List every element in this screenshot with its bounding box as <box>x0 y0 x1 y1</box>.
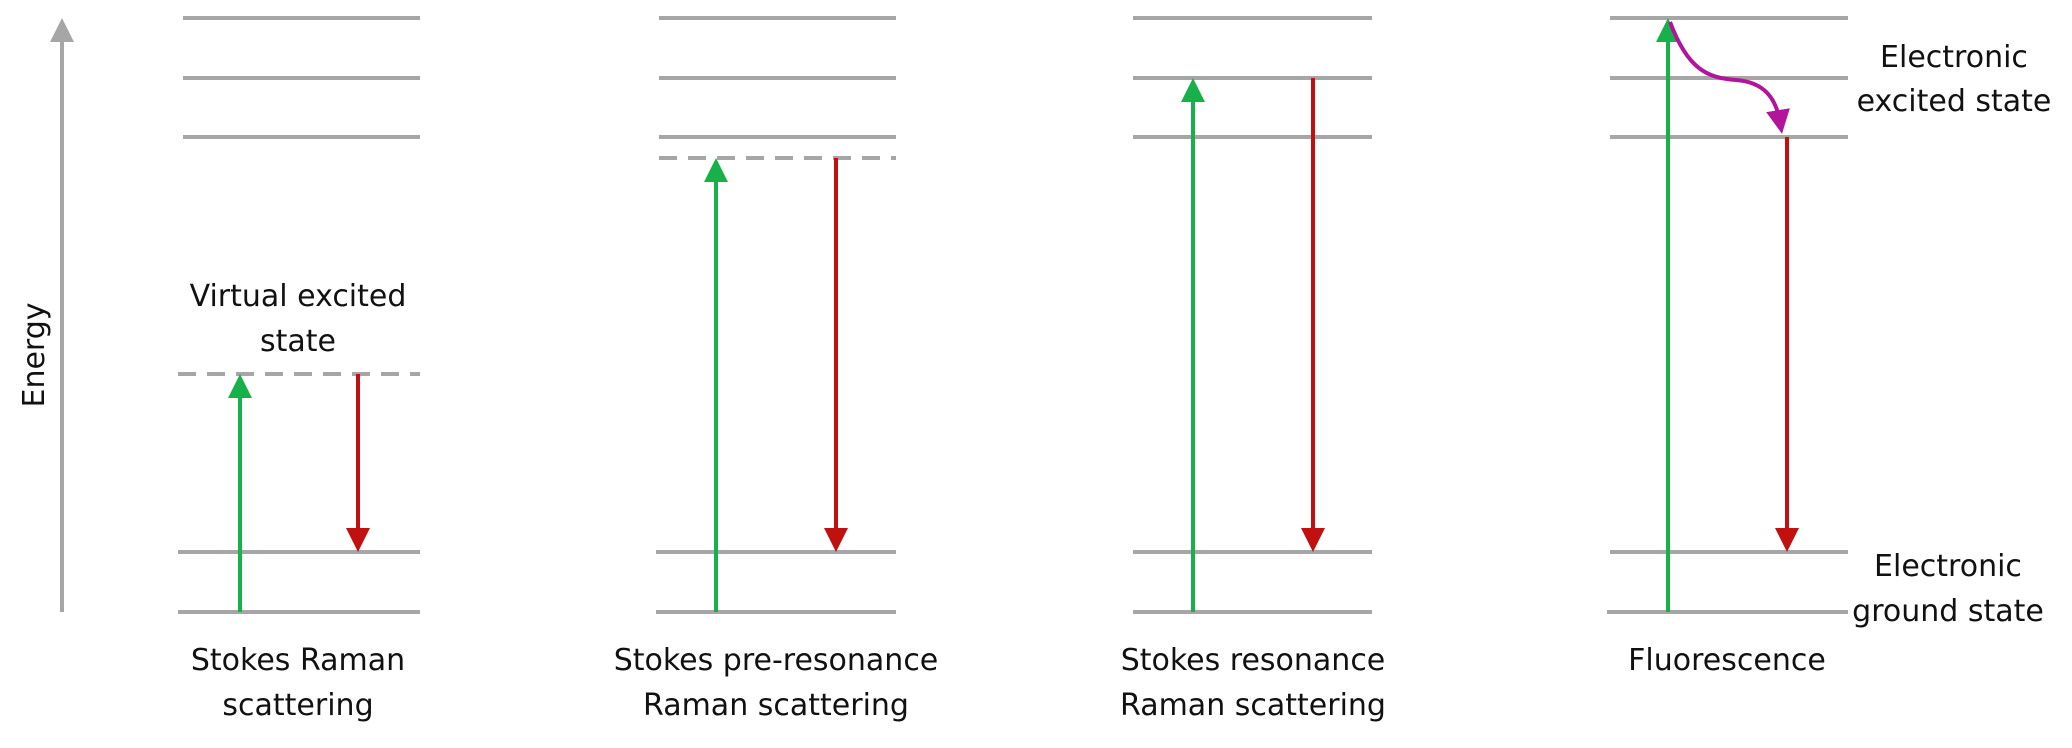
caption-line-1: Stokes Raman <box>191 643 405 678</box>
caption-line-2: Raman scattering <box>1120 688 1386 723</box>
caption-line-2: Raman scattering <box>643 688 909 723</box>
virtual-state-label-line-1: Virtual excited <box>190 279 407 314</box>
caption-line-1: Stokes pre-resonance <box>614 643 939 678</box>
panel-stokes-resonance: Stokes resonance Raman scattering <box>1120 16 1386 723</box>
vibrational-relaxation-arrow <box>1668 21 1790 134</box>
ground-state-label-line-1: Electronic <box>1874 549 2022 584</box>
excited-state-label-line-1: Electronic <box>1880 40 2028 75</box>
excited-state-label-line-2: excited state <box>1857 84 2052 119</box>
panel-stokes-raman: Virtual excited state Stokes Raman scatt… <box>178 16 420 723</box>
caption-line-1: Stokes resonance <box>1121 643 1386 678</box>
panel-stokes-pre-resonance: Stokes pre-resonance Raman scattering <box>614 16 939 723</box>
caption-line-1: Fluorescence <box>1628 643 1826 678</box>
caption-line-2: scattering <box>222 688 373 723</box>
energy-axis-label: Energy <box>17 302 52 407</box>
panel-fluorescence: Fluorescence <box>1607 16 1848 678</box>
virtual-state-label-line-2: state <box>260 324 336 359</box>
ground-state-label-line-2: ground state <box>1852 594 2044 629</box>
